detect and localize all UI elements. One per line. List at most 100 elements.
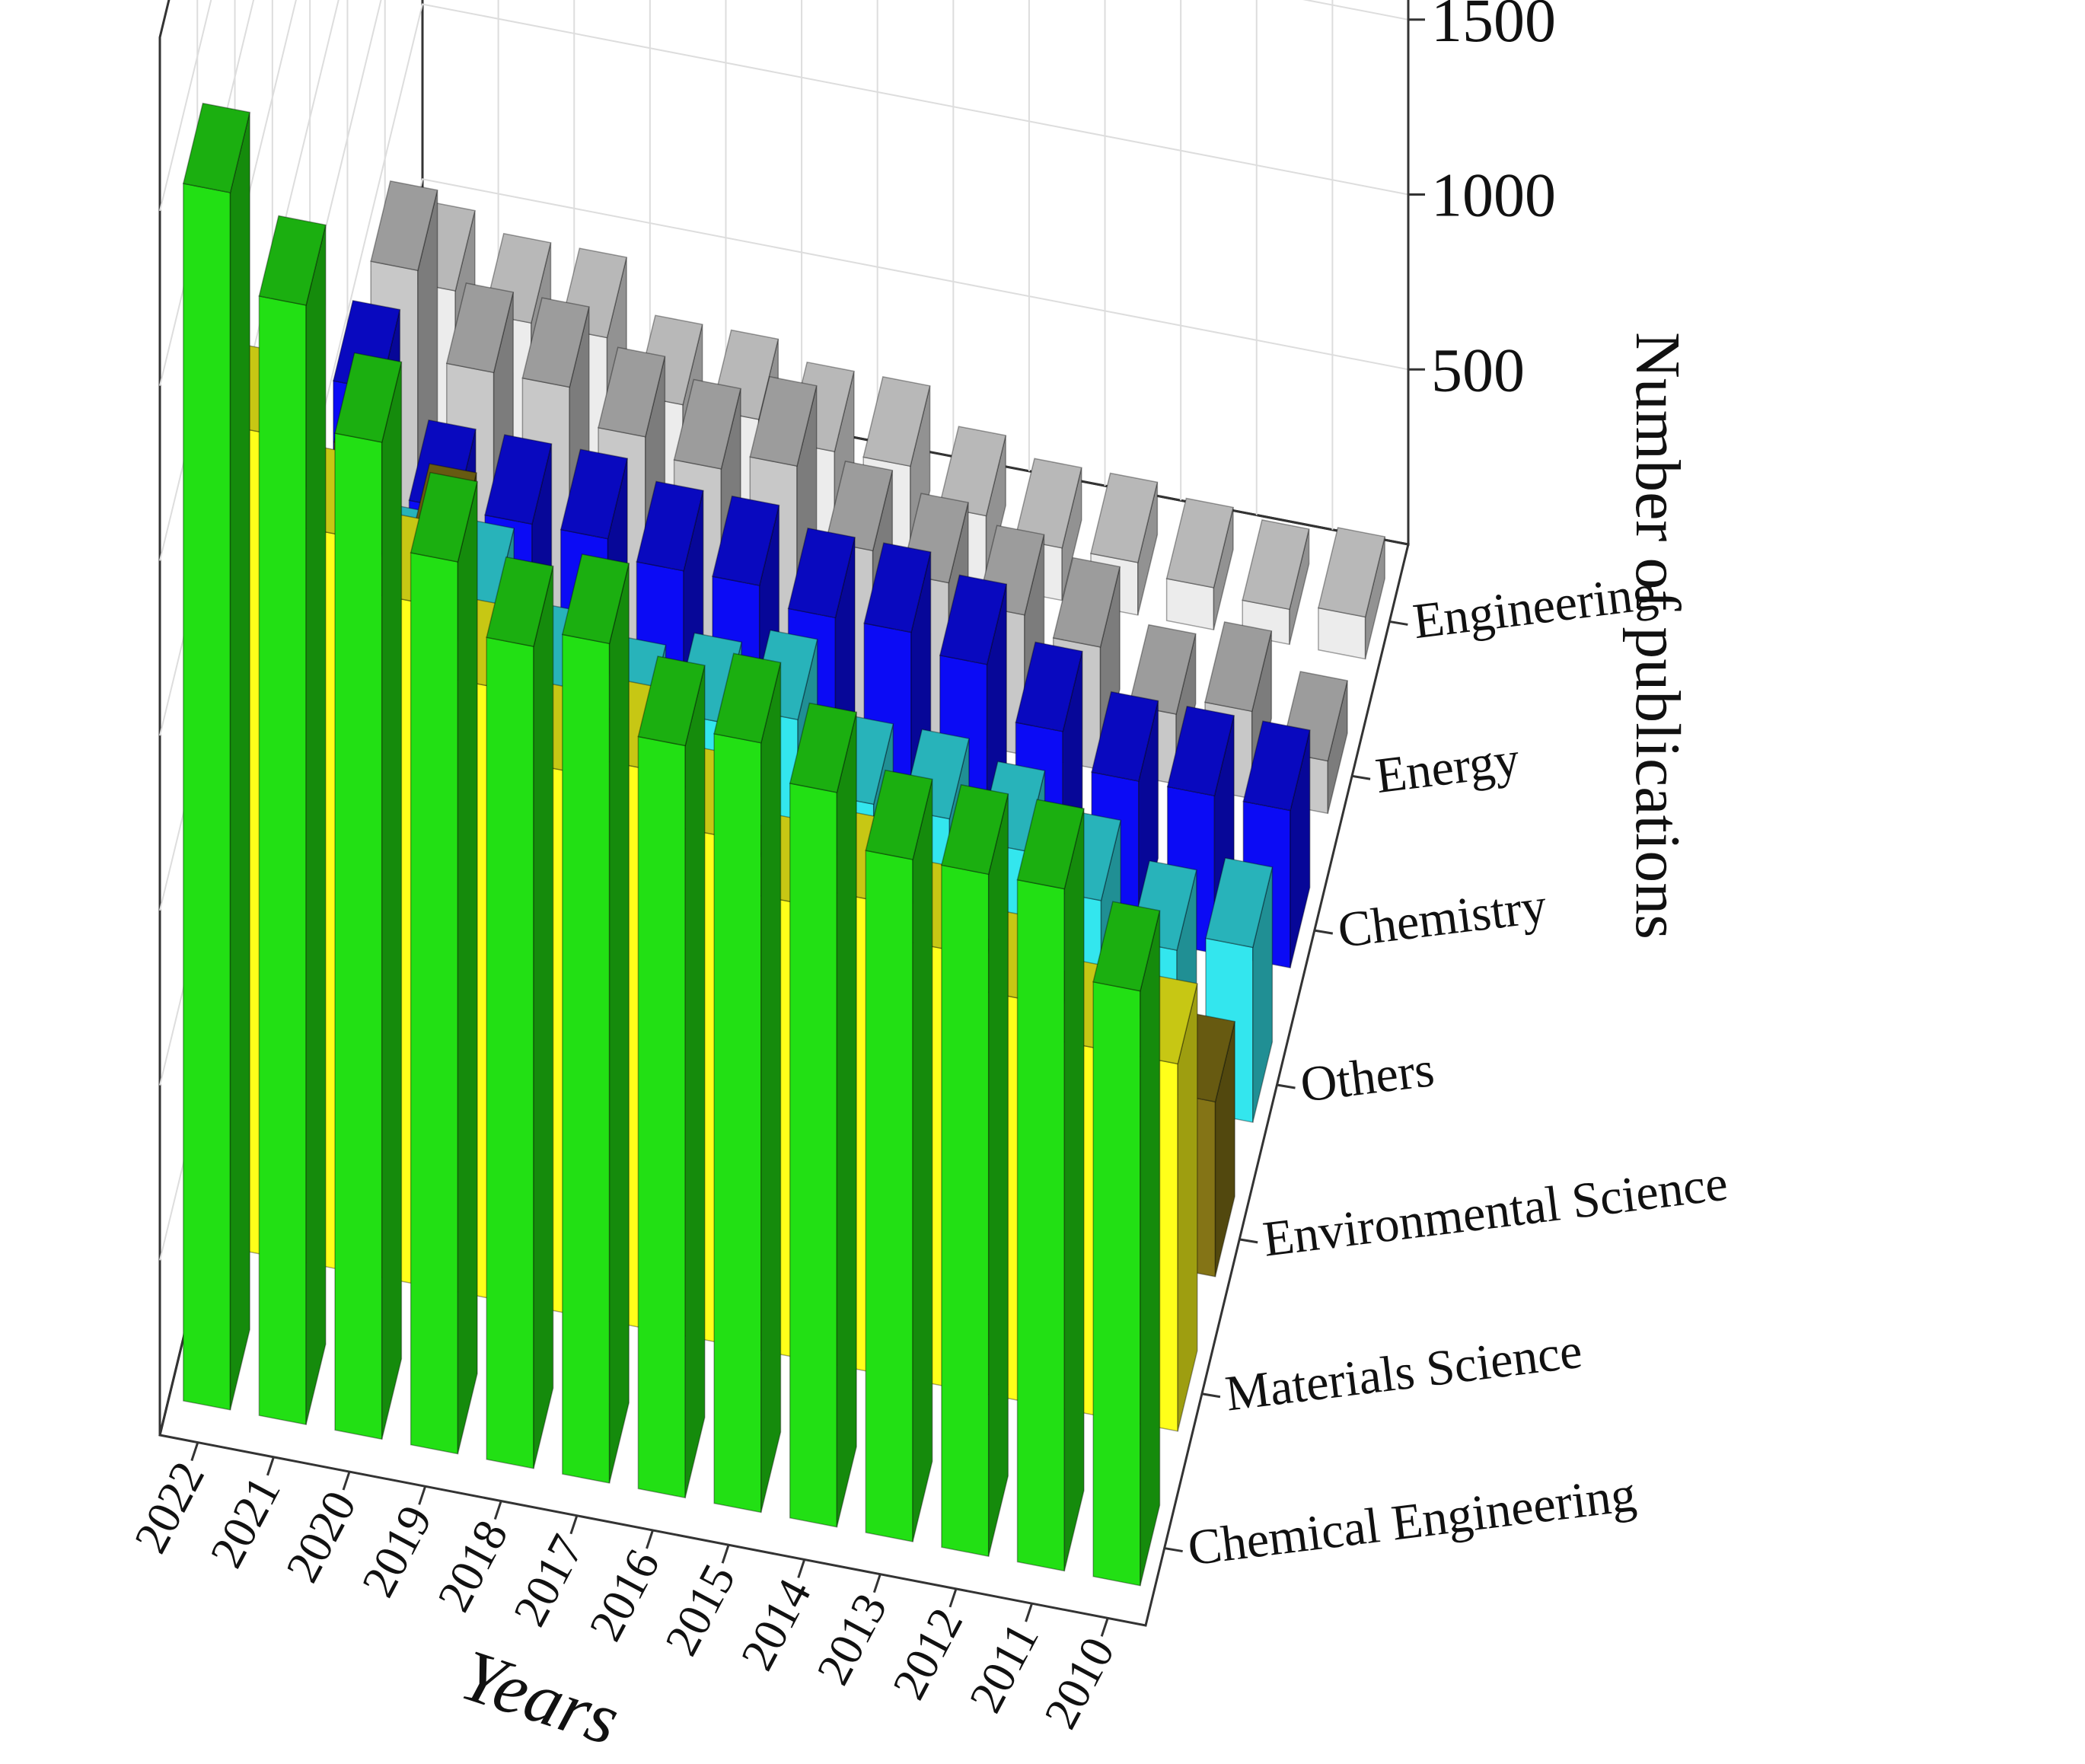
bar-top-face [1242, 720, 1311, 812]
series-label: Chemistry [1335, 878, 1550, 959]
bar-side-face [381, 362, 403, 1440]
bar-top-face [410, 471, 478, 563]
bar-top-face [712, 495, 780, 586]
bar-top-face [1242, 519, 1310, 611]
bar-top-face [1015, 641, 1083, 732]
bar-top-face [938, 426, 1007, 517]
bar-front-face [1092, 981, 1141, 1587]
bar-side-face [684, 665, 706, 1498]
bar [258, 215, 327, 1426]
bar-side-face [836, 712, 857, 1527]
bar-top-face [484, 434, 553, 525]
y-axis-label: Number of publications [1622, 332, 1693, 939]
x-tick [646, 1530, 654, 1549]
bar-top-face [637, 656, 706, 747]
bar-top-face [862, 376, 931, 467]
bar-top-face [486, 556, 554, 647]
bar-top-face [749, 375, 818, 467]
bar-top-face [1165, 497, 1234, 589]
series-tick [1314, 929, 1334, 935]
x-tick-label: 2018 [428, 1512, 518, 1619]
bar-front-face [713, 732, 762, 1514]
series-label: Chemical Engineering [1185, 1466, 1639, 1577]
x-tick [342, 1471, 351, 1491]
bar-side-face [987, 793, 1009, 1557]
x-tick-label: 2016 [580, 1542, 670, 1649]
bar-front-face [637, 735, 686, 1499]
bar [1016, 799, 1085, 1572]
chart-bars [182, 102, 1386, 1587]
x-tick [493, 1501, 502, 1520]
y-tick-label: 500 [1431, 335, 1525, 404]
bar-top-face [863, 542, 932, 633]
series-tick [1201, 1392, 1221, 1399]
x-tick-label: 2010 [1035, 1629, 1124, 1737]
bar-front-face [789, 782, 838, 1528]
series-label: Others [1297, 1041, 1437, 1113]
bar-top-face [939, 574, 1008, 665]
bar-front-face [410, 552, 459, 1455]
bar-side-face [1140, 910, 1161, 1586]
x-tick [266, 1456, 275, 1476]
bar [410, 471, 478, 1455]
x-tick-label: 2019 [352, 1498, 442, 1605]
bar-top-face [789, 702, 858, 793]
series-tick [1389, 620, 1408, 626]
bar [1165, 497, 1234, 631]
x-axis-label: Years [452, 1634, 630, 1761]
x-tick-label: 2017 [504, 1526, 594, 1634]
series-label: Energy [1372, 732, 1522, 805]
bar [637, 656, 706, 1499]
bar-top-face [1166, 705, 1235, 797]
bar-top-face [1090, 472, 1159, 563]
series-tick [1277, 1083, 1296, 1089]
x-tick-label: 2012 [883, 1600, 973, 1708]
bar-top-face [1016, 799, 1085, 890]
series-label: Materials Science [1223, 1323, 1585, 1422]
y-tick-label: 1000 [1431, 161, 1556, 230]
series-tick [1351, 774, 1371, 780]
bar-top-face [1317, 527, 1386, 618]
bar-top-face [1128, 624, 1197, 715]
x-tick-label: 2021 [201, 1468, 291, 1575]
x-tick-label: 2013 [807, 1585, 897, 1692]
x-tick [190, 1442, 199, 1462]
bar-top-face [1091, 691, 1159, 782]
bar-front-face [258, 295, 307, 1426]
bar [940, 783, 1009, 1558]
bar-top-face [713, 652, 782, 744]
bar-side-face [229, 112, 250, 1411]
bar-top-face [824, 461, 894, 552]
bar-side-face [1063, 808, 1085, 1571]
bar-side-face [760, 662, 782, 1513]
bar-top-face [598, 346, 666, 438]
x-tick-label: 2014 [732, 1571, 821, 1678]
bar-top-face [182, 102, 251, 193]
x-tick [1100, 1617, 1109, 1637]
x-tick [569, 1515, 579, 1535]
bar-front-face [865, 850, 913, 1542]
bar [334, 352, 403, 1440]
bar-front-face [562, 633, 611, 1484]
bar-side-face [912, 779, 933, 1542]
bar-front-face [486, 636, 534, 1469]
bar-top-face [370, 180, 438, 272]
bar-top-face [787, 527, 856, 619]
bar-side-face [608, 563, 630, 1484]
bar-front-face [941, 864, 990, 1558]
bar [486, 556, 554, 1469]
bar [1092, 901, 1161, 1587]
x-tick [721, 1544, 730, 1564]
bar-top-face [521, 297, 590, 388]
x-tick-label: 2011 [960, 1615, 1049, 1721]
x-tick-label: 2020 [276, 1483, 366, 1590]
bar [182, 102, 251, 1411]
bar-side-face [305, 225, 327, 1425]
series-tick [1239, 1238, 1258, 1244]
bar-top-face [1205, 857, 1274, 949]
series-label: Environmental Science [1260, 1155, 1730, 1267]
bar-top-face [940, 783, 1009, 876]
x-tick [418, 1485, 427, 1505]
x-tick-label: 2022 [125, 1453, 215, 1561]
bar-top-face [1014, 458, 1082, 549]
